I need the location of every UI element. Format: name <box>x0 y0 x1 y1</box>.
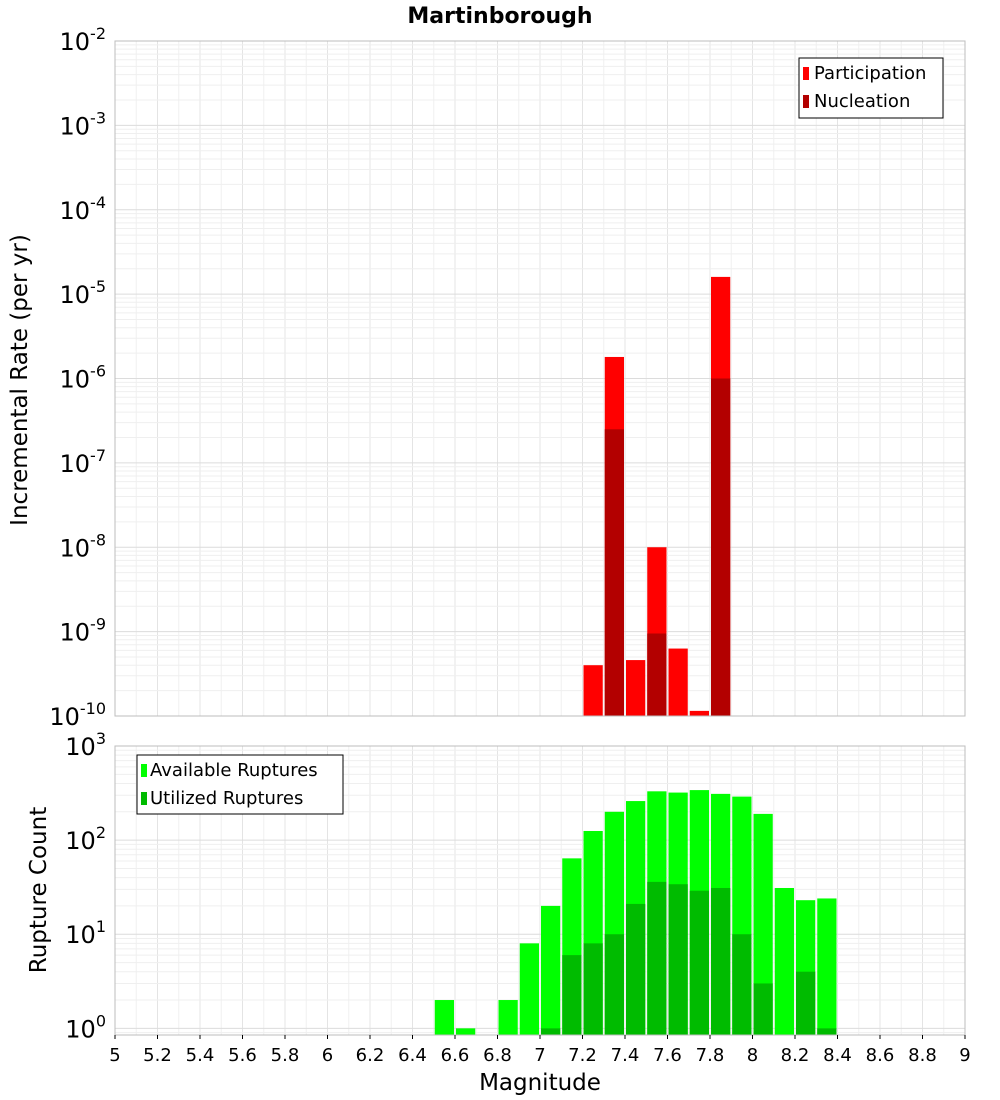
bar-available-ruptures <box>434 1000 454 1035</box>
legend-swatch-available-ruptures <box>141 764 147 777</box>
top-y-tick-label: 10-2 <box>60 24 107 56</box>
x-tick-label: 5.6 <box>228 1045 257 1066</box>
x-tick-label: 5 <box>109 1045 120 1066</box>
x-tick-label: 6.2 <box>356 1045 385 1066</box>
x-tick-label: 7.2 <box>568 1045 597 1066</box>
bar-utilized-ruptures <box>753 983 773 1035</box>
x-tick-label: 8.4 <box>823 1045 852 1066</box>
x-tick-label: 6.6 <box>441 1045 470 1066</box>
x-tick-label: 6.8 <box>483 1045 512 1066</box>
top-legend <box>798 57 944 119</box>
bar-utilized-ruptures <box>626 903 646 1035</box>
legend-swatch-utilized-ruptures <box>141 792 147 805</box>
bar-participation <box>583 665 603 716</box>
x-tick-label: 5.8 <box>271 1045 300 1066</box>
x-axis-label: Magnitude <box>479 1070 601 1096</box>
bottom-y-tick-label: 103 <box>65 729 106 761</box>
bar-utilized-ruptures <box>604 934 624 1035</box>
legend-label-available-ruptures: Available Ruptures <box>150 760 318 781</box>
legend-label-nucleation: Nucleation <box>814 91 910 112</box>
top-y-tick-label: 10-4 <box>60 193 107 225</box>
top-plot-frame <box>114 40 966 717</box>
top-y-tick-label: 10-10 <box>49 699 106 731</box>
top-y-tick-label: 10-9 <box>60 615 107 647</box>
top-y-tick-label: 10-3 <box>60 108 107 140</box>
x-tick-label: 5.4 <box>186 1045 215 1066</box>
x-tick-label: 6 <box>322 1045 333 1066</box>
x-tick-label: 7 <box>534 1045 545 1066</box>
bar-available-ruptures <box>817 898 837 1035</box>
bottom-y-tick-label: 100 <box>65 1011 106 1043</box>
bar-available-ruptures <box>753 813 773 1035</box>
chart-title: Martinborough <box>407 4 592 29</box>
bar-utilized-ruptures <box>541 1028 561 1035</box>
x-tick-label: 6.4 <box>398 1045 427 1066</box>
bottom-y-axis-label: Rupture Count <box>26 807 52 973</box>
bar-utilized-ruptures <box>796 971 816 1035</box>
legend-label-participation: Participation <box>814 63 926 84</box>
bottom-legend <box>136 754 344 815</box>
bar-utilized-ruptures <box>732 934 752 1035</box>
bar-utilized-ruptures <box>562 955 582 1035</box>
bar-utilized-ruptures <box>689 890 709 1035</box>
x-tick-label: 7.4 <box>611 1045 640 1066</box>
top-y-tick-label: 10-7 <box>60 446 107 478</box>
x-tick-label: 8.8 <box>908 1045 937 1066</box>
bar-participation <box>689 710 709 716</box>
legend-label-utilized-ruptures: Utilized Ruptures <box>150 788 303 809</box>
bar-utilized-ruptures <box>711 887 731 1035</box>
x-tick-label: 9 <box>959 1045 970 1066</box>
bar-available-ruptures <box>541 905 561 1035</box>
bar-utilized-ruptures <box>647 881 667 1035</box>
bar-nucleation <box>604 429 624 716</box>
top-y-axis-label: Incremental Rate (per yr) <box>7 234 33 526</box>
bar-utilized-ruptures <box>668 884 688 1035</box>
bar-nucleation <box>647 633 667 716</box>
bar-utilized-ruptures <box>817 1028 837 1035</box>
top-y-tick-label: 10-6 <box>60 362 107 394</box>
top-y-tick-label: 10-5 <box>60 277 107 309</box>
x-tick-label: 8.2 <box>781 1045 810 1066</box>
bar-participation <box>626 660 646 716</box>
x-tick-label: 8 <box>747 1045 758 1066</box>
x-tick-label: 8.6 <box>866 1045 895 1066</box>
x-tick-label: 5.2 <box>143 1045 172 1066</box>
legend-swatch-nucleation <box>803 95 809 108</box>
top-y-tick-label: 10-8 <box>60 530 107 562</box>
bar-utilized-ruptures <box>583 943 603 1035</box>
bottom-y-tick-label: 101 <box>65 917 106 949</box>
bar-participation <box>668 648 688 716</box>
bar-available-ruptures <box>456 1028 476 1035</box>
bottom-y-tick-label: 102 <box>65 823 106 855</box>
x-tick-label: 7.8 <box>696 1045 725 1066</box>
bar-available-ruptures <box>498 1000 518 1035</box>
legend-swatch-participation <box>803 67 809 80</box>
bar-nucleation <box>711 378 731 716</box>
bar-available-ruptures <box>774 887 794 1035</box>
bar-available-ruptures <box>519 943 539 1035</box>
x-tick-label: 7.6 <box>653 1045 682 1066</box>
